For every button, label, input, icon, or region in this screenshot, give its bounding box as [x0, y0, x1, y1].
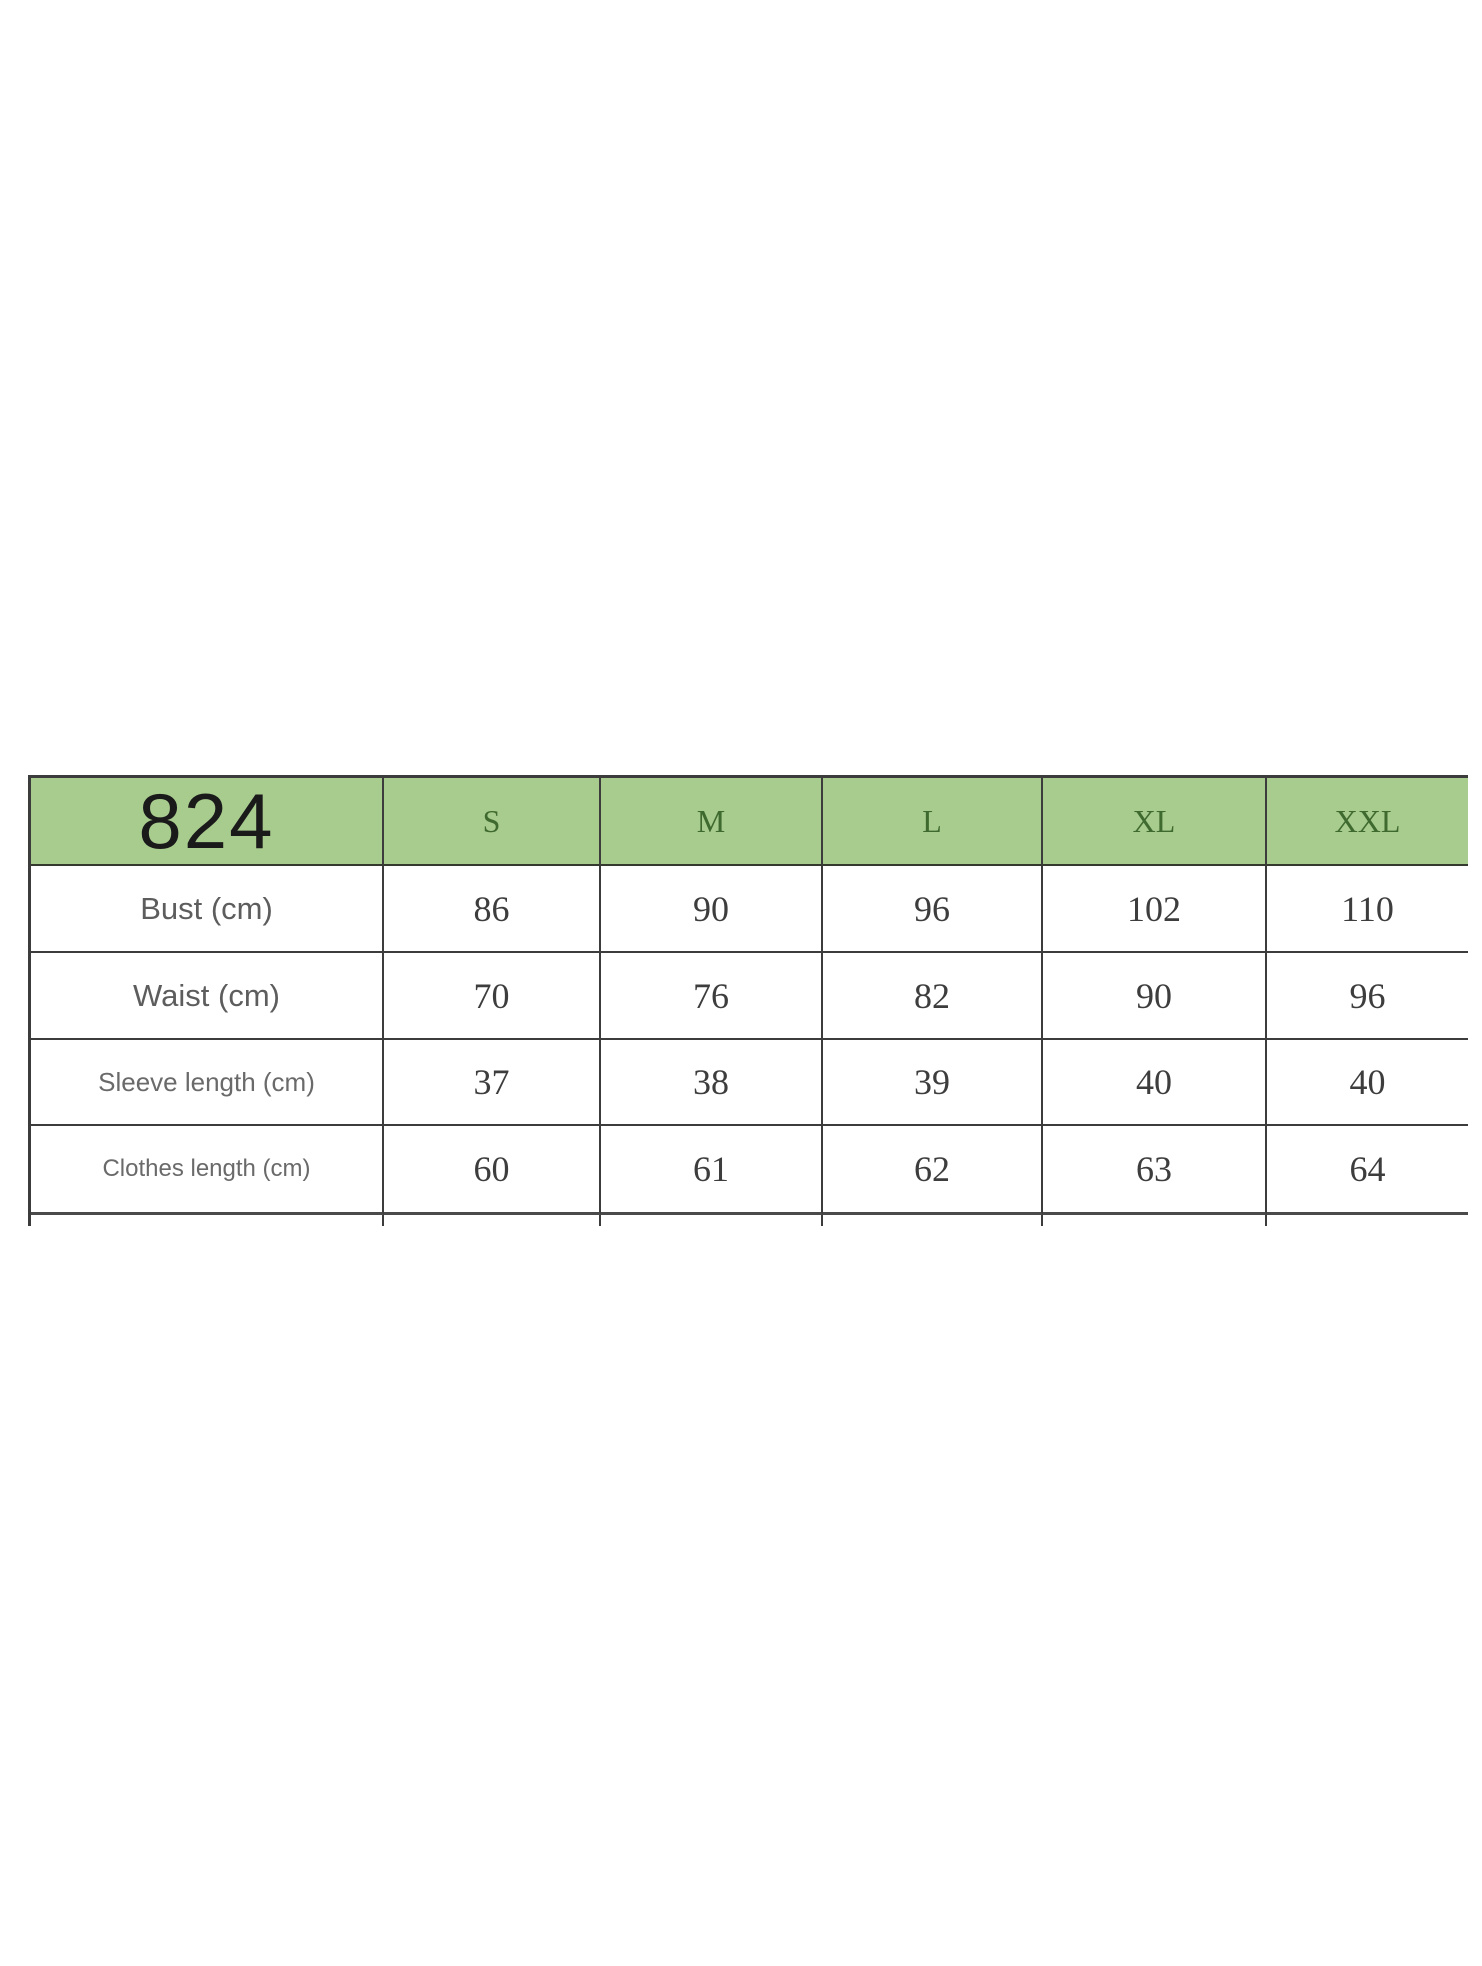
- row-label-cell: Sleeve length (cm): [31, 1040, 384, 1126]
- cropped-cell: [601, 1215, 823, 1226]
- cell-value: 82: [914, 975, 950, 1016]
- cell-value: 40: [1136, 1062, 1172, 1102]
- table-cell: 76: [601, 953, 823, 1040]
- cropped-cell: [823, 1215, 1043, 1226]
- cropped-row-stub: [31, 1215, 1468, 1226]
- size-column-header-xxl: XXL: [1267, 778, 1468, 866]
- table-cell: 38: [601, 1040, 823, 1126]
- table-cell: 82: [823, 953, 1043, 1040]
- cropped-cell: [384, 1215, 601, 1226]
- cell-value: 40: [1349, 1062, 1386, 1102]
- cropped-cell: [1043, 1215, 1267, 1226]
- cell-value: 90: [1136, 975, 1172, 1016]
- product-code: 824: [138, 778, 275, 865]
- table-cell: 70: [384, 953, 601, 1040]
- table-row-waist: Waist (cm) 70 76 82 90 96: [31, 953, 1468, 1040]
- table-row-clothes-length: Clothes length (cm) 60 61 62 63 64: [31, 1126, 1468, 1215]
- size-label: L: [922, 802, 942, 839]
- cell-value: 110: [1341, 888, 1394, 929]
- table-row-bust: Bust (cm) 86 90 96 102 110: [31, 866, 1468, 953]
- cell-value: 37: [473, 1062, 510, 1102]
- size-label: XXL: [1334, 802, 1401, 839]
- table-cell: 63: [1043, 1126, 1267, 1215]
- table-cell: 90: [1043, 953, 1267, 1040]
- size-column-header-s: S: [384, 778, 601, 866]
- table-cell: 110: [1267, 866, 1468, 953]
- size-column-header-m: M: [601, 778, 823, 866]
- size-chart-table: 824 S M L XL XXL Bust (cm) 86 90: [28, 775, 1468, 1226]
- table-cell: 90: [601, 866, 823, 953]
- row-label-cell: Waist (cm): [31, 953, 384, 1040]
- cell-value: 102: [1127, 888, 1181, 929]
- cell-value: 96: [1349, 975, 1386, 1016]
- row-label-cell: Clothes length (cm): [31, 1126, 384, 1215]
- cell-value: 63: [1136, 1149, 1172, 1189]
- table-cell: 86: [384, 866, 601, 953]
- cell-value: 38: [693, 1062, 729, 1102]
- table-cell: 40: [1267, 1040, 1468, 1126]
- size-label: S: [482, 802, 501, 839]
- cell-value: 62: [914, 1149, 950, 1189]
- cell-value: 96: [914, 888, 950, 929]
- cell-value: 39: [914, 1062, 950, 1102]
- cropped-cell: [1267, 1215, 1468, 1226]
- cell-value: 70: [473, 975, 510, 1016]
- row-label-cell: Bust (cm): [31, 866, 384, 953]
- cell-value: 90: [693, 888, 729, 929]
- table-cell: 40: [1043, 1040, 1267, 1126]
- table-cell: 60: [384, 1126, 601, 1215]
- table-cell: 96: [823, 866, 1043, 953]
- row-label: Bust (cm): [140, 890, 273, 926]
- row-label: Clothes length (cm): [102, 1155, 311, 1182]
- cell-value: 76: [693, 975, 729, 1016]
- product-code-cell: 824: [31, 778, 384, 866]
- size-column-header-xl: XL: [1043, 778, 1267, 866]
- table-cell: 61: [601, 1126, 823, 1215]
- table-cell: 96: [1267, 953, 1468, 1040]
- cell-value: 64: [1349, 1149, 1386, 1189]
- cell-value: 86: [473, 888, 510, 929]
- row-label: Sleeve length (cm): [98, 1066, 315, 1097]
- row-label: Waist (cm): [133, 977, 280, 1013]
- cell-value: 61: [693, 1149, 729, 1189]
- header-row: 824 S M L XL XXL: [31, 778, 1468, 866]
- table-cell: 64: [1267, 1126, 1468, 1215]
- table-cell: 39: [823, 1040, 1043, 1126]
- table-cell: 37: [384, 1040, 601, 1126]
- cell-value: 60: [473, 1149, 510, 1189]
- size-label: XL: [1132, 802, 1176, 839]
- table-row-sleeve-length: Sleeve length (cm) 37 38 39 40 40: [31, 1040, 1468, 1126]
- table-cell: 62: [823, 1126, 1043, 1215]
- size-label: M: [696, 802, 726, 839]
- table-cell: 102: [1043, 866, 1267, 953]
- cropped-cell: [31, 1215, 384, 1226]
- size-column-header-l: L: [823, 778, 1043, 866]
